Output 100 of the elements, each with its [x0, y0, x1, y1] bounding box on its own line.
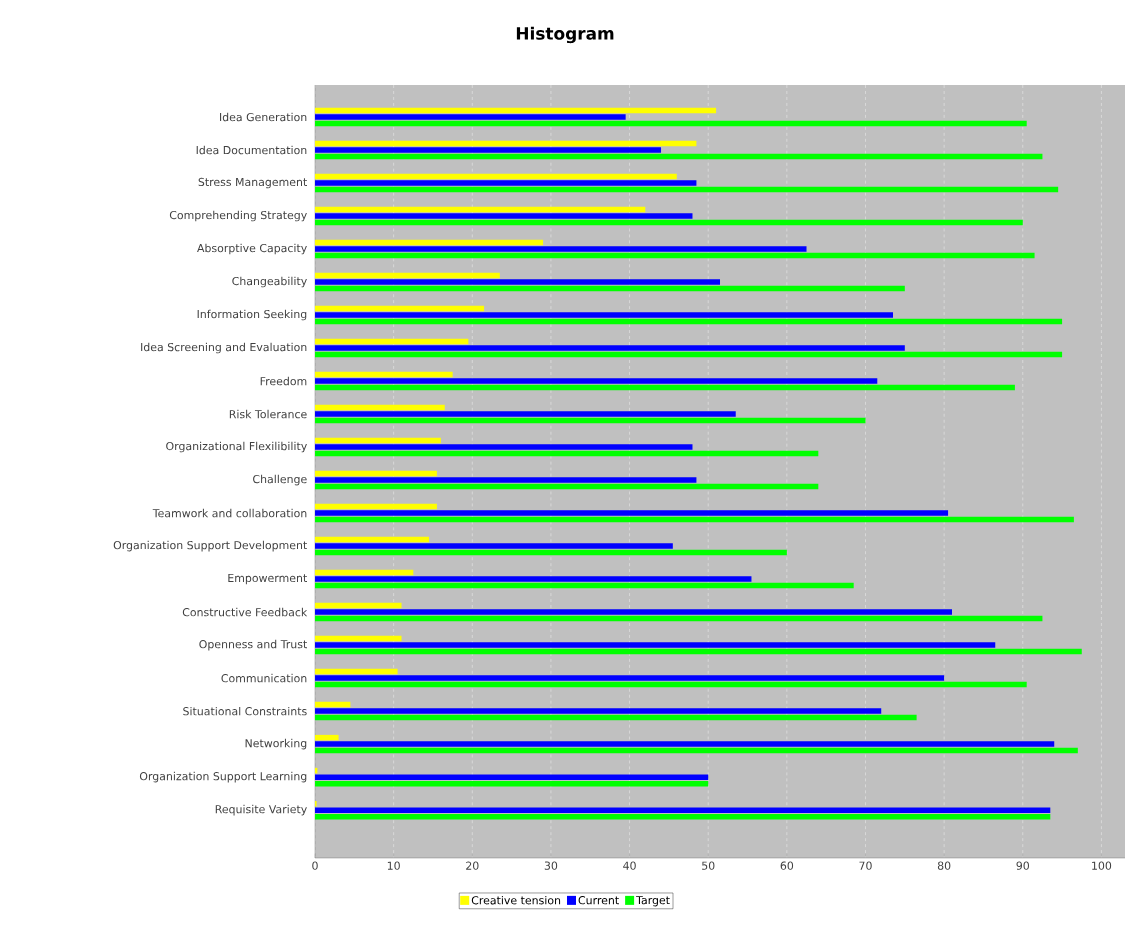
bar: [315, 213, 693, 219]
x-tick-label: 90: [1016, 861, 1030, 870]
x-tick-label: 40: [623, 861, 636, 870]
bar: [315, 450, 819, 457]
bar: [315, 173, 677, 180]
y-tick-label: Freedom: [260, 376, 307, 386]
bar: [315, 180, 697, 186]
legend-label: Target: [636, 896, 670, 907]
y-tick-label: Situational Constraints: [183, 706, 307, 716]
bar: [315, 351, 1063, 358]
bar: [315, 206, 646, 213]
bar: [315, 239, 544, 246]
x-tick-label: 60: [780, 861, 794, 870]
y-tick-label: Comprehending Strategy: [169, 210, 307, 222]
bar: [315, 477, 697, 483]
bar: [315, 602, 402, 609]
bar: [315, 279, 721, 285]
bar: [315, 120, 1027, 127]
bar: [315, 708, 882, 714]
bar: [315, 774, 709, 780]
bar: [315, 378, 878, 384]
bar: [315, 345, 905, 351]
y-tick-label: Networking: [245, 738, 307, 750]
y-tick-label: Idea Screening and Evaluation: [141, 342, 307, 354]
x-tick-label: 0: [312, 861, 318, 870]
bar: [315, 701, 351, 708]
x-tick-label: 10: [387, 861, 400, 870]
bar: [315, 186, 1059, 193]
bar: [315, 411, 736, 417]
bar: [315, 576, 752, 582]
bar: [315, 780, 709, 787]
y-tick-label: Stress Management: [198, 177, 307, 189]
bar: [315, 312, 894, 318]
y-tick-label: Organizational Flexilibility: [166, 441, 307, 453]
x-tick-label: 30: [544, 861, 558, 870]
bar: [315, 675, 945, 681]
bar: [315, 549, 787, 556]
y-tick-label: Idea Generation: [220, 112, 307, 122]
bar: [315, 470, 437, 477]
y-tick-label: Absorptive Capacity: [197, 243, 307, 255]
bar: [315, 635, 402, 642]
y-tick-label: Teamwork and collaboration: [152, 508, 307, 518]
bar: [315, 404, 445, 411]
legend-label: Current: [578, 896, 619, 905]
bar: [315, 153, 1043, 160]
bar: [315, 246, 807, 252]
y-tick-label: Empowerment: [228, 573, 307, 585]
bar: [315, 272, 500, 279]
bar: [315, 569, 414, 576]
bar: [315, 582, 854, 589]
bar: [315, 483, 819, 490]
bar: [315, 437, 441, 444]
bar: [315, 140, 697, 147]
bar: [315, 219, 1023, 226]
bar: [315, 609, 952, 615]
bar: [315, 648, 1082, 655]
y-tick-label: Communication: [221, 673, 307, 683]
y-tick-label: Requisite Variety: [215, 804, 307, 816]
y-tick-label: Organization Support Learning: [139, 771, 307, 783]
bar: [315, 503, 437, 510]
y-tick-label: Organization Support Development: [113, 540, 307, 552]
bar: [315, 114, 626, 120]
y-tick-label: Challenge: [253, 474, 307, 486]
bar: [315, 371, 453, 378]
y-tick-label: Constructive Feedback: [182, 607, 308, 617]
bar: [315, 747, 1078, 754]
bar: [315, 734, 339, 741]
chart-title: Histogram: [516, 26, 614, 44]
x-tick-label: 20: [466, 861, 479, 870]
y-tick-label: Openness and Trust: [199, 639, 307, 651]
y-tick-label: Idea Documentation: [196, 145, 307, 155]
bar: [315, 543, 673, 549]
bar: [315, 285, 905, 292]
bar: [315, 681, 1027, 688]
bar: [315, 147, 662, 153]
bar: [315, 338, 469, 345]
bar: [315, 615, 1043, 622]
bar: [315, 536, 430, 543]
bar: [315, 714, 917, 721]
x-tick-label: 80: [937, 861, 951, 870]
bar: [315, 107, 717, 114]
bar: [315, 668, 398, 675]
bar: [315, 384, 1015, 391]
x-tick-label: 100: [1092, 861, 1112, 870]
bar: [315, 807, 1051, 813]
bar: [315, 510, 949, 516]
bar: [315, 305, 485, 312]
legend-label: Creative tension: [471, 895, 561, 905]
bar: [315, 741, 1055, 747]
y-tick-label: Risk Tolerance: [229, 409, 307, 419]
bar: [315, 417, 866, 424]
y-tick-label: Information Seeking: [197, 309, 307, 321]
bar: [315, 516, 1074, 523]
y-tick-label: Changeability: [232, 276, 307, 288]
x-tick-label: 70: [859, 861, 872, 870]
bar: [315, 813, 1051, 820]
x-tick-label: 50: [702, 861, 715, 870]
bar: [315, 252, 1035, 259]
bar: [315, 642, 996, 648]
bar: [315, 318, 1063, 325]
